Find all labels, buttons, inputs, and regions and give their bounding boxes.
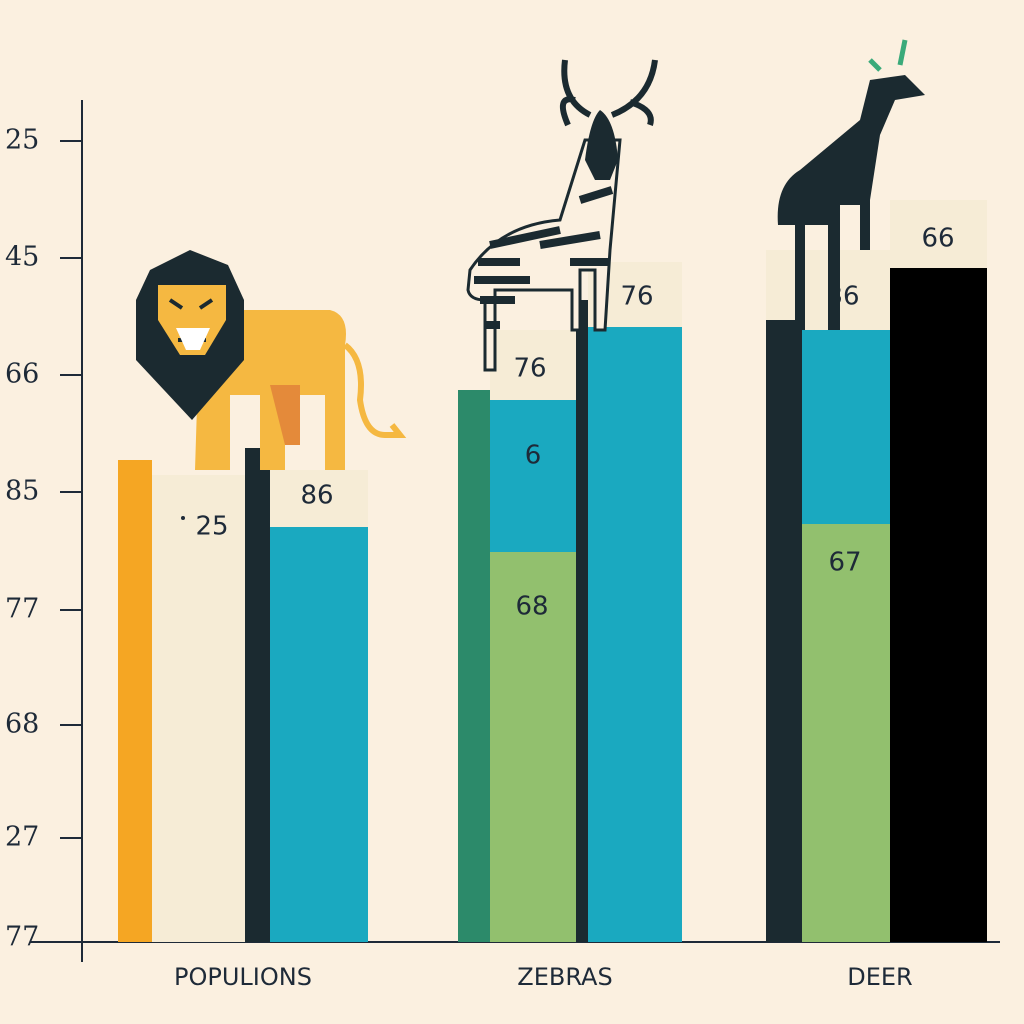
bar-label: 25 xyxy=(195,512,228,542)
bar-label: 86 xyxy=(300,481,333,511)
deer-group: 36 67 66 xyxy=(766,39,987,942)
lion-leg xyxy=(270,385,300,445)
stripe xyxy=(539,231,601,249)
bar xyxy=(270,527,368,942)
dot xyxy=(181,516,185,520)
bar-cap xyxy=(802,250,890,330)
bar xyxy=(490,552,576,942)
deer-ears xyxy=(868,39,908,72)
bar xyxy=(802,330,890,524)
bar xyxy=(118,460,152,942)
deer-body xyxy=(777,75,925,330)
y-tick-label: 45 xyxy=(5,242,39,273)
y-tick-label: 77 xyxy=(5,922,39,953)
bar xyxy=(802,524,890,942)
lion-tail xyxy=(343,342,407,438)
zebra-group: 6 76 68 76 xyxy=(458,59,682,942)
y-tick-label: 25 xyxy=(5,125,39,156)
bar-label: 76 xyxy=(620,282,653,312)
bar-label: 66 xyxy=(921,224,954,254)
stripe xyxy=(489,226,561,249)
category-label: POPULIONS xyxy=(174,963,312,991)
category-label: DEER xyxy=(847,963,912,991)
bar xyxy=(152,475,245,942)
bar-label: 6 xyxy=(525,441,542,471)
bar xyxy=(766,320,802,942)
y-tick-label: 68 xyxy=(5,709,39,740)
bar xyxy=(588,327,682,942)
category-label: ZEBRAS xyxy=(517,963,612,991)
bar xyxy=(490,400,576,552)
lion-group: 25 86 xyxy=(118,250,407,942)
bar xyxy=(245,448,270,942)
bar xyxy=(576,300,588,942)
bar-label: 67 xyxy=(828,548,861,578)
zebra-head xyxy=(585,110,618,180)
bar xyxy=(458,390,490,942)
bar-label: 76 xyxy=(513,354,546,384)
bar-cap xyxy=(270,470,368,527)
y-tick-label: 27 xyxy=(5,822,39,853)
y-tick-label: 66 xyxy=(5,359,39,390)
y-tick-label: 77 xyxy=(5,594,39,625)
bar-label: 68 xyxy=(515,592,548,622)
zebra-stripes xyxy=(474,186,614,329)
lion-muzzle xyxy=(176,328,210,350)
antlers xyxy=(559,59,658,127)
tick-marks xyxy=(60,140,82,839)
bar-cap xyxy=(890,200,987,270)
bar-cap xyxy=(490,330,576,400)
y-tick-label: 85 xyxy=(5,476,39,507)
bar xyxy=(890,268,987,942)
stripe xyxy=(578,186,614,204)
